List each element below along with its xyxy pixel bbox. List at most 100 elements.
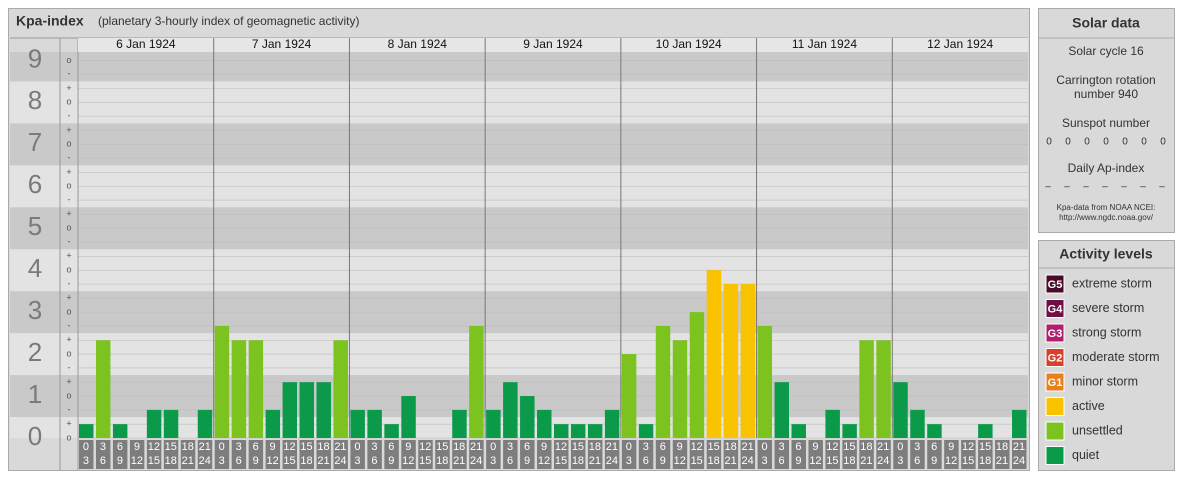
hour-box xyxy=(469,440,484,469)
hour-from: 6 xyxy=(795,441,801,453)
sub-tick-label: + xyxy=(66,209,71,219)
hour-to: 3 xyxy=(219,455,225,467)
bar xyxy=(910,409,925,438)
bar xyxy=(520,396,535,438)
hour-box xyxy=(910,440,925,469)
day-header xyxy=(78,38,214,52)
hour-box xyxy=(367,440,382,469)
hour-from: 18 xyxy=(725,441,737,453)
hour-box xyxy=(791,440,806,469)
hour-box xyxy=(655,440,671,469)
sub-tick-label: + xyxy=(66,83,71,93)
hour-to: 9 xyxy=(660,455,666,467)
hour-to: 12 xyxy=(809,455,821,467)
bar xyxy=(978,424,993,438)
day-header xyxy=(213,38,350,52)
hour-to: 3 xyxy=(897,455,903,467)
hour-from: 18 xyxy=(860,441,872,453)
hour-from: 12 xyxy=(148,441,160,453)
bar xyxy=(384,424,399,438)
bar xyxy=(842,424,857,438)
day-label: 9 Jan 1924 xyxy=(523,37,583,51)
hour-box xyxy=(927,440,942,469)
hour-from: 9 xyxy=(134,441,140,453)
hour-from: 12 xyxy=(962,441,974,453)
hour-from: 6 xyxy=(253,441,259,453)
bar xyxy=(537,409,552,438)
ap-value: – xyxy=(1083,182,1089,193)
hour-from: 9 xyxy=(541,441,547,453)
hour-to: 24 xyxy=(606,455,618,467)
legend-label: severe storm xyxy=(1072,301,1144,315)
sunspot-value: 0 xyxy=(1046,137,1052,148)
bar xyxy=(112,424,128,438)
sub-tick-label: - xyxy=(68,404,71,414)
hour-to: 12 xyxy=(538,455,550,467)
sub-tick-label: + xyxy=(66,167,71,177)
bar xyxy=(740,284,756,438)
hour-to: 9 xyxy=(388,455,394,467)
sub-tick-label: o xyxy=(66,97,71,107)
hour-box xyxy=(214,440,230,469)
legend-swatch xyxy=(1045,348,1065,367)
sub-tick-label: - xyxy=(68,153,71,163)
sunspot-value: 0 xyxy=(1084,137,1090,148)
hour-box xyxy=(146,440,162,469)
hour-box xyxy=(808,440,823,469)
bar xyxy=(265,409,281,438)
hour-from: 3 xyxy=(371,441,377,453)
sub-tick-label: - xyxy=(68,362,71,372)
sunspot-value: 0 xyxy=(1160,137,1166,148)
sub-tick-label: + xyxy=(66,125,71,135)
legend-swatch xyxy=(1045,274,1065,294)
hour-to: 9 xyxy=(795,455,801,467)
hour-from: 12 xyxy=(826,441,838,453)
sub-tick-label: - xyxy=(68,111,71,121)
bar xyxy=(859,340,874,438)
day-label: 12 Jan 1924 xyxy=(927,37,993,51)
hour-to: 21 xyxy=(182,455,194,467)
hour-from: 15 xyxy=(436,441,448,453)
hour-box xyxy=(842,440,857,469)
sunspot-label: Sunspot number xyxy=(1062,116,1150,130)
hour-to: 15 xyxy=(555,455,567,467)
hour-box xyxy=(401,440,416,469)
hour-box xyxy=(265,440,281,469)
legend-badge: G4 xyxy=(1048,303,1064,315)
bar xyxy=(604,409,620,438)
hour-box xyxy=(978,440,993,469)
sub-tick-label: o xyxy=(66,223,71,233)
hour-to: 18 xyxy=(979,455,991,467)
hour-box xyxy=(757,440,773,469)
legend-swatch xyxy=(1045,323,1065,343)
hour-to: 18 xyxy=(436,455,448,467)
hour-to: 24 xyxy=(199,455,211,467)
hour-from: 9 xyxy=(948,441,954,453)
hour-to: 21 xyxy=(317,455,329,467)
legend-swatch xyxy=(1045,372,1065,392)
sub-tick-label: o xyxy=(66,348,71,358)
hour-from: 0 xyxy=(219,441,225,453)
hour-to: 12 xyxy=(266,455,278,467)
hour-to: 3 xyxy=(626,455,632,467)
sub-tick-label: + xyxy=(66,251,71,261)
hour-from: 3 xyxy=(778,441,784,453)
sub-tick-label: + xyxy=(66,377,71,387)
hour-to: 9 xyxy=(931,455,937,467)
bar xyxy=(452,409,467,438)
hour-box xyxy=(740,440,756,469)
legend-label: unsettled xyxy=(1072,423,1123,437)
day-header xyxy=(349,38,486,52)
bar xyxy=(197,409,213,438)
sub-tick-label: o xyxy=(66,139,71,149)
hour-to: 6 xyxy=(236,455,242,467)
hour-from: 6 xyxy=(660,441,666,453)
hour-from: 12 xyxy=(419,441,431,453)
hour-to: 6 xyxy=(100,455,106,467)
ap-value: – xyxy=(1102,182,1108,193)
y-tick-label: 6 xyxy=(28,169,42,199)
bar xyxy=(587,424,603,438)
bar xyxy=(757,325,773,438)
hour-box xyxy=(486,440,501,469)
